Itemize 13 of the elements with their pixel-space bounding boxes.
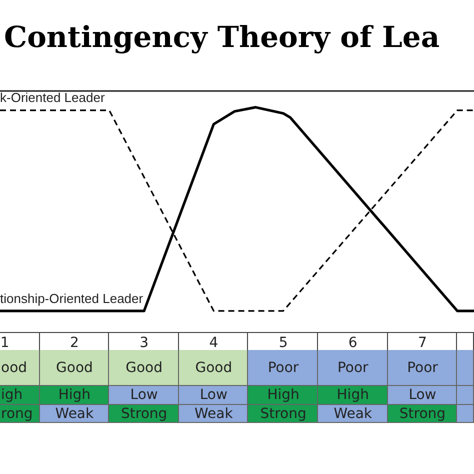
x-tick-label: 5 xyxy=(278,334,288,351)
chart-title: Contingency Theory of Lea xyxy=(4,20,440,54)
x-tick-label: 1 xyxy=(0,334,10,351)
text: igh xyxy=(1,387,23,403)
x-tick-label: 6 xyxy=(348,334,358,351)
series-label: k-Oriented Leader xyxy=(0,90,105,106)
x-tick-label: 7 xyxy=(418,334,427,351)
text: ood xyxy=(1,360,28,376)
x-tick-label: 3 xyxy=(140,334,149,351)
text: rong xyxy=(1,406,33,422)
x-tick-label: 2 xyxy=(70,334,79,351)
series-label: tionship-Oriented Leader xyxy=(0,291,144,306)
x-tick-label: 4 xyxy=(209,334,218,351)
